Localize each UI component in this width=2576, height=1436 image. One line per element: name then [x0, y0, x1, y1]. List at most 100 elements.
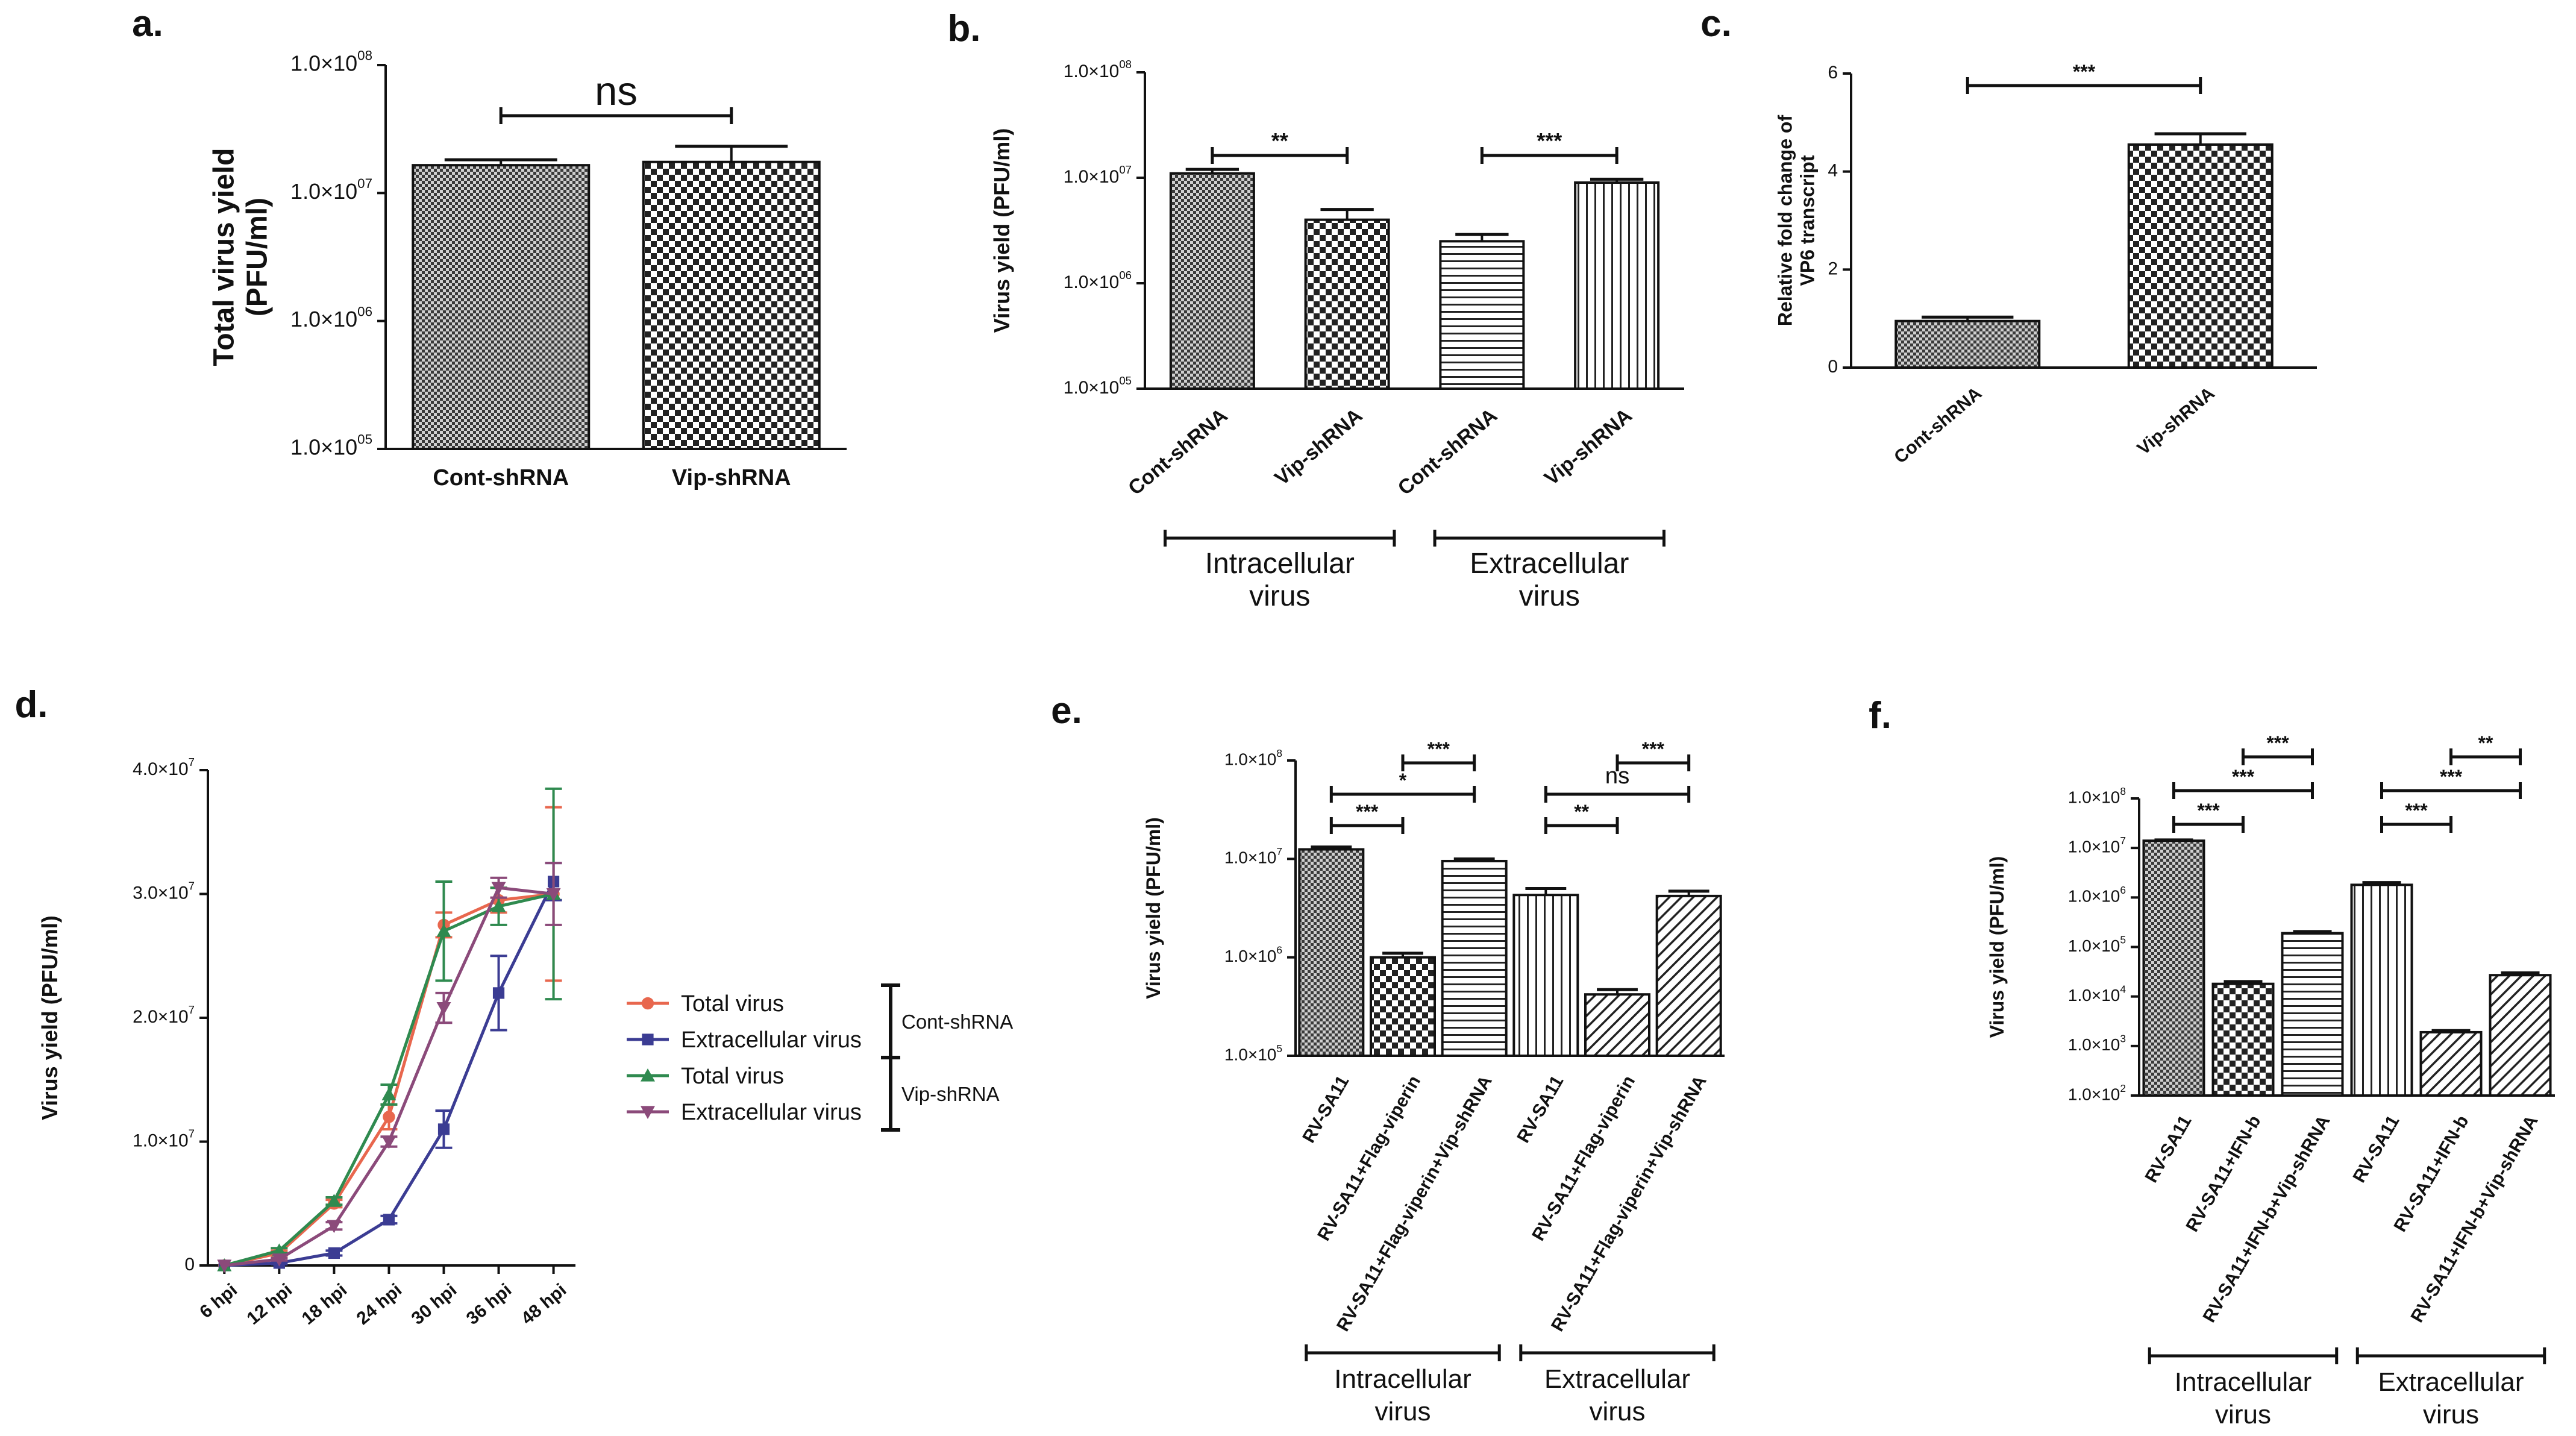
y-tick-label: 1.0×1008	[290, 48, 372, 75]
panel-f-chart: f. 1.0×102 1.0×103 1.0×104 1.0×105 1.0×106 1.0…	[1869, 695, 2555, 1429]
data-point	[641, 1068, 655, 1082]
legend-group-label: Vip-shRNA	[901, 1083, 1000, 1105]
panel-b-chart: b. 1.0×1005 1.0×1006 1.0×1007 1.0×1008 Virus …	[947, 8, 1684, 612]
bar	[2419, 1030, 2483, 1097]
data-point	[328, 1247, 340, 1259]
y-tick-label: 1.0×107	[133, 1127, 195, 1150]
x-tick-label: 36 hpi	[463, 1280, 516, 1329]
significance-label: ***	[2073, 61, 2096, 83]
group-label: virus	[1249, 580, 1310, 612]
y-tick-label: 1.0×103	[2068, 1032, 2126, 1054]
category-label: Cont-shRNA	[1124, 404, 1232, 500]
y-tick-label: 1.0×1007	[1064, 163, 1132, 187]
bar	[2281, 932, 2344, 1097]
group-label: Extracellular	[1470, 548, 1629, 580]
significance-label: ***	[2440, 766, 2463, 788]
bar	[1439, 240, 1525, 390]
series-line	[224, 892, 554, 1267]
x-tick-label: 30 hpi	[408, 1280, 461, 1329]
bar	[2127, 143, 2274, 369]
data-point	[383, 1214, 395, 1226]
x-tick-label: 48 hpi	[518, 1280, 571, 1329]
significance-label: **	[1574, 801, 1589, 823]
panel-letter: d.	[14, 684, 48, 726]
significance-label: ***	[1356, 801, 1379, 823]
y-tick-label: 1.0×104	[2068, 983, 2126, 1005]
y-tick-label: 3.0×107	[133, 879, 195, 903]
y-tick-label: 1.0×1008	[1064, 58, 1132, 81]
significance-label: *	[1399, 770, 1407, 791]
panel-letter: e.	[1051, 690, 1082, 732]
legend-label: Total virus	[681, 1064, 784, 1089]
bar	[1370, 956, 1436, 1057]
y-tick-label: 4.0×107	[133, 756, 195, 779]
group-label: virus	[2423, 1400, 2479, 1429]
data-point	[272, 1243, 287, 1256]
panel-letter: a.	[132, 3, 163, 45]
category-label: RV-SA11+Flag-viperin+Vip-shRNA	[1333, 1072, 1496, 1335]
bar	[2489, 974, 2552, 1097]
y-axis-title: Virus yield (PFU/ml)	[989, 128, 1014, 333]
significance-label: ***	[1537, 128, 1562, 153]
y-axis-title: Total virus yield	[208, 148, 240, 366]
group-label: Intracellular	[2175, 1367, 2311, 1397]
y-tick-label: 2.0×107	[133, 1003, 195, 1027]
category-label: Cont-shRNA	[1394, 404, 1502, 500]
y-tick-label: 1.0×1005	[290, 431, 372, 459]
significance-label: ***	[1427, 738, 1450, 760]
y-axis-title: Virus yield (PFU/ml)	[1986, 856, 2008, 1038]
y-axis-title: Virus yield (PFU/ml)	[1142, 817, 1164, 999]
y-tick-label: 1.0×106	[2068, 884, 2126, 906]
significance-label: ***	[2232, 766, 2255, 788]
significance-label: **	[1271, 128, 1288, 153]
legend-label: Extracellular virus	[681, 1100, 862, 1125]
bar	[2142, 839, 2205, 1097]
y-tick-label: 2	[1828, 259, 1838, 278]
category-label: RV-SA11+IFN-b	[2390, 1112, 2472, 1235]
bar	[1584, 993, 1650, 1058]
y-axis-title: VP6 transcript	[1796, 155, 1818, 286]
category-label: Vip-shRNA	[1540, 404, 1637, 490]
panel-letter: f.	[1869, 695, 1891, 736]
y-tick-label: 1.0×108	[1224, 747, 1282, 768]
panel-letter: c.	[1700, 3, 1732, 45]
y-tick-label: 1.0×107	[1224, 845, 1282, 867]
group-label: Extracellular	[2378, 1367, 2524, 1397]
bar	[2350, 883, 2413, 1097]
bar	[1441, 859, 1508, 1057]
y-tick-label: 1.0×1005	[1064, 374, 1132, 398]
bar	[1655, 894, 1722, 1057]
y-tick-label: 1.0×107	[2068, 835, 2126, 856]
bar	[1894, 319, 2041, 369]
x-tick-label: 18 hpi	[298, 1280, 351, 1329]
category-label: RV-SA11	[1513, 1072, 1567, 1146]
y-tick-label: 1.0×105	[1224, 1042, 1282, 1064]
data-point	[381, 1135, 396, 1149]
category-label: Cont-shRNA	[433, 465, 569, 491]
significance-label: ***	[1642, 738, 1665, 760]
group-label: virus	[2215, 1400, 2271, 1429]
y-tick-label: 0	[1828, 357, 1838, 377]
y-tick-label: 1.0×106	[1224, 944, 1282, 965]
significance-label: ns	[1605, 763, 1630, 789]
category-label: RV-SA11	[2142, 1112, 2196, 1186]
panel-c-chart: c. 0 2 4 6 Relative fold change of VP6 transcr…	[1700, 3, 2317, 468]
panel-a-chart: a. 1.0×1005 1.0×1006 1.0×1007 1.0×1008 Total …	[132, 3, 847, 491]
y-axis-title: (PFU/ml)	[242, 198, 274, 316]
panel-d-chart: d. 0 1.0×107 2.0×107 3.0×107 4.0×107 Virus yie…	[14, 684, 1013, 1329]
category-label: Vip-shRNA	[2134, 383, 2219, 459]
group-label: Extracellular	[1544, 1364, 1690, 1394]
bar	[1304, 218, 1390, 390]
y-tick-label: 1.0×1007	[290, 176, 372, 204]
significance-label: ***	[2266, 732, 2289, 754]
bar	[1169, 172, 1255, 390]
group-label: Intracellular	[1334, 1364, 1471, 1394]
bar	[1574, 181, 1660, 390]
data-point	[217, 1259, 232, 1273]
category-label: RV-SA11+Flag-viperin+Vip-shRNA	[1547, 1072, 1711, 1335]
y-axis-title: Relative fold change of	[1775, 115, 1796, 327]
series-line	[224, 880, 555, 1267]
data-point	[492, 987, 505, 999]
data-point	[381, 1087, 396, 1101]
series-line	[224, 892, 554, 1267]
